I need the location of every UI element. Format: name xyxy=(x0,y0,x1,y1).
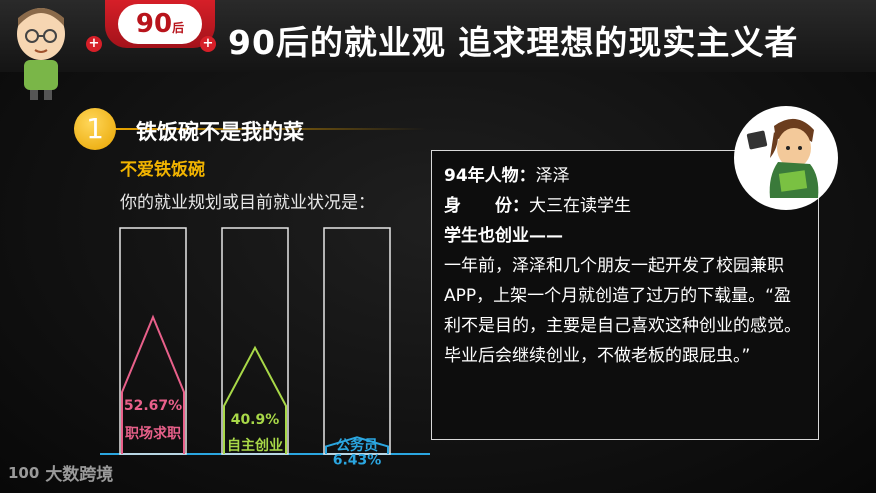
profile-name-label: 94年人物： xyxy=(444,166,536,186)
bar-triangle xyxy=(223,345,287,454)
profile-identity: 大三在读学生 xyxy=(529,196,631,216)
bar-value-label: 40.9% xyxy=(231,412,280,428)
bar-frame xyxy=(323,227,391,455)
plus-icon: + xyxy=(86,36,102,52)
bar-value-label: 6.43% xyxy=(333,452,382,468)
plus-icon: + xyxy=(200,36,216,52)
brand-logo: 100 大数跨境 xyxy=(8,460,114,486)
bar-category-label: 职场求职 xyxy=(125,425,181,442)
badge-suffix: 后 xyxy=(172,21,185,35)
page-title: 90后的就业观 追求理想的现实主义者 xyxy=(228,23,799,62)
profile-heading: 学生也创业—— xyxy=(444,221,806,251)
profile-identity-label: 身 份： xyxy=(444,196,529,216)
section-number: 1 xyxy=(74,108,116,150)
profile-body: 一年前，泽泽和几个朋友一起开发了校园兼职APP，上架一个月就创造了过万的下载量。… xyxy=(444,256,801,366)
profile-card: 94年人物：泽泽 身 份：大三在读学生 学生也创业—— 一年前，泽泽和几个朋友一… xyxy=(431,150,819,440)
badge-90: 90后 xyxy=(118,4,202,44)
section-divider xyxy=(116,128,426,130)
bar-category-label: 公务员 xyxy=(336,437,378,454)
bar-triangle xyxy=(121,314,185,454)
avatar xyxy=(734,106,838,210)
logo-text: 大数跨境 xyxy=(45,465,114,485)
bar-frame xyxy=(119,227,187,455)
bar-value-label: 52.67% xyxy=(124,398,182,414)
profile-name-row: 94年人物：泽泽 xyxy=(444,161,806,191)
student-reading-icon xyxy=(746,118,819,198)
profile-name: 泽泽 xyxy=(535,166,570,186)
bar-triangle xyxy=(325,436,389,454)
bar-frame xyxy=(221,227,289,455)
chart-question: 你的就业规划或目前就业状况是： xyxy=(120,193,375,213)
profile-heading-text: 学生也创业—— xyxy=(444,226,563,246)
bar-category-label: 自主创业 xyxy=(227,437,283,454)
badge-number: 90 xyxy=(135,9,173,39)
profile-identity-row: 身 份：大三在读学生 xyxy=(444,191,806,221)
section-subhead: 不爱铁饭碗 xyxy=(120,160,205,180)
cartoon-boy-icon xyxy=(17,8,65,100)
logo-mark: 100 xyxy=(8,463,40,482)
section-title: 铁饭碗不是我的菜 xyxy=(136,120,304,144)
employment-bar-chart: 52.67% 职场求职 40.9% 自主创业 6.43%公务员 xyxy=(100,227,430,468)
